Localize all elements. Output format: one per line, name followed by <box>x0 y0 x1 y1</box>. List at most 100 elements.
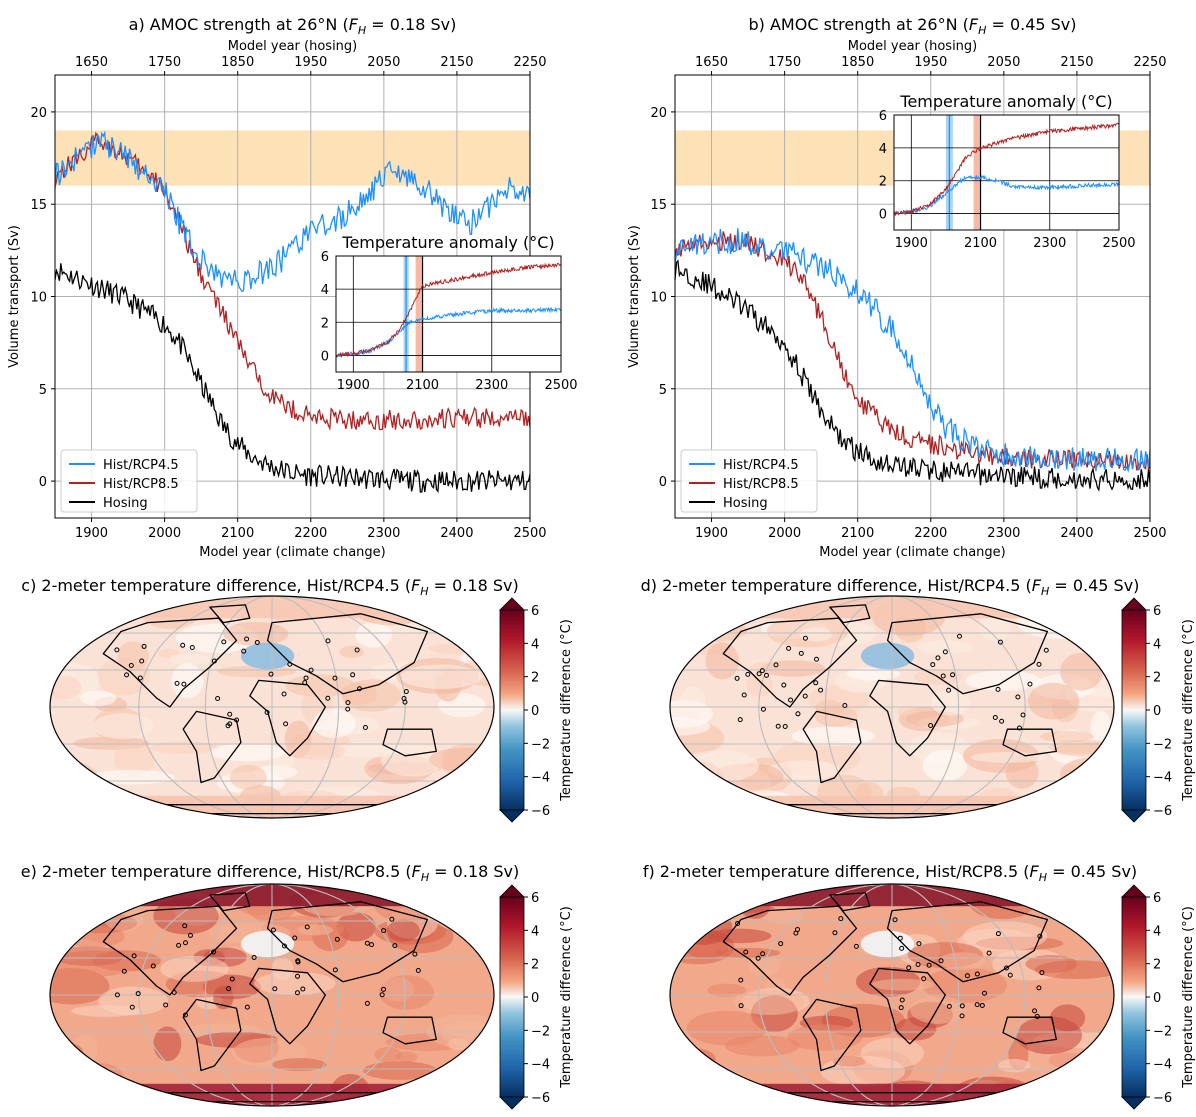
anomaly-blob <box>254 971 336 996</box>
y-axis-label: Volume transport (Sv) <box>627 225 642 368</box>
coastline <box>829 604 871 624</box>
significance-marker <box>959 1013 965 1019</box>
anomaly-blob <box>894 1017 937 1041</box>
significance-marker <box>229 976 235 982</box>
series-line-hosing <box>54 263 531 493</box>
coastline <box>722 617 858 708</box>
inset-red-band <box>415 256 423 372</box>
anomaly-blob <box>670 1048 716 1070</box>
tick-label-x-top: 2150 <box>440 55 473 70</box>
significance-marker <box>1003 965 1009 971</box>
anomaly-blob <box>763 907 804 924</box>
significance-marker <box>959 1003 965 1009</box>
inset-tick-label-y: 0 <box>879 208 887 223</box>
colorbar-tick-label: 0 <box>531 704 539 719</box>
significance-marker <box>778 941 784 947</box>
anomaly-blob <box>428 747 494 772</box>
map-outline <box>669 883 1115 1107</box>
anomaly-blob <box>686 1010 767 1046</box>
significance-marker <box>802 693 808 699</box>
inset-chart: 1900 2100 2300 2500 0 2 4 6 Temperature anomaly … <box>879 92 1136 251</box>
anomaly-blob <box>50 1042 83 1061</box>
anomaly-blob <box>103 902 145 932</box>
significance-marker <box>226 986 232 992</box>
colorbar-tick-label: 6 <box>1153 604 1161 619</box>
legend-label: Hist/RCP8.5 <box>103 477 179 492</box>
anomaly-blob <box>80 690 117 706</box>
tick-label-x: 2500 <box>513 526 546 541</box>
coastline <box>869 679 946 757</box>
panel-c: c) 2-meter temperature difference, Hist/… <box>21 576 574 823</box>
anomaly-blob <box>210 743 285 762</box>
significance-marker <box>1020 712 1026 718</box>
anomaly-blob <box>426 1013 494 1049</box>
significance-marker <box>210 949 216 955</box>
coastline <box>886 613 1049 695</box>
graticule-meridian <box>758 884 1026 1106</box>
significance-marker <box>946 687 952 693</box>
significance-marker <box>741 692 747 698</box>
map-title: c) 2-meter temperature difference, Hist/… <box>21 576 518 598</box>
colorbar-tick-label: 6 <box>531 604 539 619</box>
anomaly-blob <box>171 663 204 699</box>
coastline <box>382 1016 437 1045</box>
colorbar-top-arrow <box>1121 597 1147 611</box>
significance-marker <box>292 935 298 941</box>
significance-marker <box>325 695 331 701</box>
tick-label-x-top: 2250 <box>1133 55 1166 70</box>
significance-marker <box>211 658 217 664</box>
significance-marker <box>389 916 395 922</box>
significance-marker <box>272 986 278 992</box>
anomaly-blob <box>917 640 972 654</box>
significance-marker <box>221 639 227 645</box>
significance-marker <box>795 711 801 717</box>
significance-marker <box>906 965 912 971</box>
coastline <box>102 905 238 996</box>
anomaly-blob <box>910 995 966 1024</box>
anomaly-blob <box>379 975 434 1010</box>
anomaly-blob <box>673 760 724 798</box>
colorbar-label: Temperature difference (°C) <box>559 619 574 802</box>
panel-d: d) 2-meter temperature difference, Hist/… <box>641 576 1196 823</box>
colorbar-tick-label: 6 <box>1153 891 1161 906</box>
series-line-hosing <box>674 259 1151 492</box>
x-axis-label: Model year (climate change) <box>199 545 386 560</box>
significance-marker <box>798 650 804 656</box>
significance-marker <box>786 645 792 651</box>
significance-marker <box>295 973 301 979</box>
significance-marker <box>270 927 276 933</box>
anomaly-blob <box>787 1024 863 1051</box>
significance-marker <box>974 971 980 977</box>
significance-marker <box>254 640 260 646</box>
anomaly-blob <box>670 906 691 925</box>
significance-marker <box>974 1002 980 1008</box>
significance-marker <box>935 655 941 661</box>
x-axis-label-top: Model year (hosing) <box>228 39 358 54</box>
colorbar-tick-label: −4 <box>531 771 550 786</box>
anomaly-blob <box>670 795 699 809</box>
anomaly-blob <box>50 610 86 635</box>
anomaly-blob <box>50 1075 89 1090</box>
anomaly-blob <box>670 1066 718 1083</box>
colorbar-tick-label: 4 <box>1153 637 1161 652</box>
anomaly-blob <box>998 1058 1031 1073</box>
significance-marker <box>930 662 936 668</box>
colorbar-tick-label: 4 <box>1153 924 1161 939</box>
graticule-meridian <box>204 884 340 1106</box>
anomaly-blob <box>168 653 211 666</box>
inset-tick-label-y: 2 <box>879 175 887 190</box>
tick-label-x-top: 1850 <box>841 55 874 70</box>
inset-tick-label-y: 6 <box>879 109 887 124</box>
significance-marker <box>957 633 963 639</box>
anomaly-blob <box>97 886 130 916</box>
significance-marker <box>294 990 300 996</box>
coastline <box>209 604 251 624</box>
significance-marker <box>964 973 970 979</box>
anomaly-blob <box>117 641 149 672</box>
anomaly-blob <box>1090 710 1112 744</box>
significance-marker <box>853 943 859 949</box>
anomaly-blob <box>674 909 733 945</box>
significance-marker <box>899 997 905 1003</box>
anomaly-blob <box>1060 652 1103 691</box>
significance-marker <box>735 920 741 926</box>
